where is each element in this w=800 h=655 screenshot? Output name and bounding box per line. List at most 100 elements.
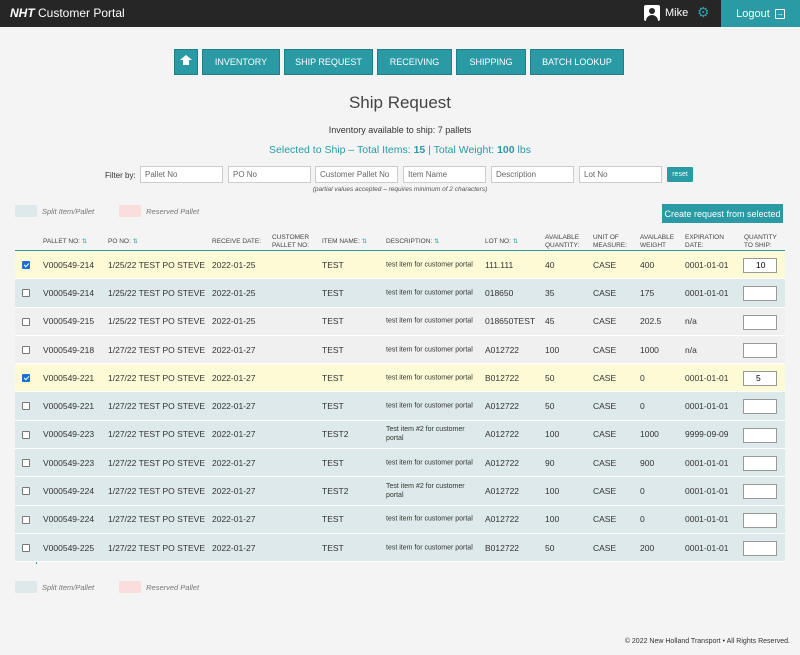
cell-weight: 0 xyxy=(640,372,645,383)
cell-lot: A012722 xyxy=(485,486,520,497)
qty-to-ship-input[interactable] xyxy=(743,484,777,500)
reserved-swatch xyxy=(119,205,142,217)
cell-weight: 0 xyxy=(640,486,645,497)
col-weight-l2: WEIGHT xyxy=(640,242,666,249)
weight-label: | Total Weight: xyxy=(425,144,498,156)
reserved-swatch xyxy=(119,581,142,593)
cell-avail: 35 xyxy=(545,287,555,298)
logout-button[interactable]: Logout → xyxy=(721,0,800,27)
nav-batch-lookup[interactable]: BATCH LOOKUP xyxy=(530,49,624,75)
row-checkbox[interactable] xyxy=(22,317,30,326)
cell-unit: CASE xyxy=(593,287,617,298)
cell-receive: 2022-01-27 xyxy=(212,429,256,440)
qty-to-ship-input[interactable] xyxy=(743,540,777,556)
cell-lot: A012722 xyxy=(485,514,520,525)
qty-to-ship-input[interactable]: 5 xyxy=(743,371,777,387)
row-checkbox[interactable] xyxy=(22,543,30,552)
filter-description[interactable] xyxy=(491,166,574,183)
cell-avail: 100 xyxy=(545,429,560,440)
qty-to-ship-input[interactable] xyxy=(743,314,777,330)
qty-to-ship-input[interactable] xyxy=(743,427,777,443)
cell-item: TEST2 xyxy=(322,486,349,497)
reset-button[interactable]: reset xyxy=(667,167,693,182)
col-weight: AVAILABLE WEIGHT xyxy=(640,234,674,250)
filter-customer-pallet-no[interactable] xyxy=(315,166,398,183)
cell-item: TEST xyxy=(322,401,344,412)
cell-lot: A012722 xyxy=(485,344,520,355)
cell-desc: Test item #2 for customer portal xyxy=(386,483,465,500)
row-checkbox[interactable] xyxy=(22,459,30,468)
filter-pallet-no[interactable] xyxy=(140,166,223,183)
legend-top: Split Item/Pallet Reserved Pallet xyxy=(15,205,199,217)
cell-po: 1/27/22 TEST PO STEVE xyxy=(108,429,206,440)
nav-shipping[interactable]: SHIPPING xyxy=(456,49,526,75)
cell-po: 1/27/22 TEST PO STEVE xyxy=(108,486,206,497)
cell-item: TEST xyxy=(322,316,344,327)
cell-receive: 2022-01-25 xyxy=(212,287,256,298)
col-avail-l1: AVAILABLE xyxy=(545,234,580,241)
nav-receiving[interactable]: RECEIVING xyxy=(377,49,452,75)
row-checkbox[interactable] xyxy=(22,487,30,496)
filter-item-name[interactable] xyxy=(403,166,486,183)
main-nav: INVENTORY SHIP REQUEST RECEIVING SHIPPIN… xyxy=(174,49,624,75)
nav-inventory[interactable]: INVENTORY xyxy=(202,49,280,75)
qty-to-ship-input[interactable] xyxy=(743,456,777,472)
logout-label: Logout xyxy=(736,7,770,20)
qty-to-ship-input[interactable] xyxy=(743,342,777,358)
cell-weight: 200 xyxy=(640,542,655,553)
col-expiration: EXPIRATION DATE: xyxy=(685,234,724,250)
col-po-no[interactable]: PO NO: ⇅ xyxy=(108,238,138,246)
row-checkbox[interactable] xyxy=(22,345,30,354)
col-description[interactable]: DESCRIPTION: ⇅ xyxy=(386,238,439,246)
qty-to-ship-input[interactable] xyxy=(743,399,777,415)
cell-po: 1/27/22 TEST PO STEVE xyxy=(108,344,206,355)
col-item-name[interactable]: ITEM NAME: ⇅ xyxy=(322,238,367,246)
legend-reserved-label: Reserved Pallet xyxy=(146,582,200,592)
cell-unit: CASE xyxy=(593,344,617,355)
qty-to-ship-input[interactable]: 10 xyxy=(743,258,777,273)
cell-exp: 9999-09-09 xyxy=(685,429,729,440)
gear-icon[interactable]: ⚙ xyxy=(697,4,710,20)
nav-ship-request[interactable]: SHIP REQUEST xyxy=(284,49,373,75)
cell-exp: n/a xyxy=(685,344,697,355)
cell-exp: 0001-01-01 xyxy=(685,401,729,412)
cell-receive: 2022-01-25 xyxy=(212,316,256,327)
cell-unit: CASE xyxy=(593,401,617,412)
table-body: V000549-214 1/25/22 TEST PO STEVE 2022-01-… xyxy=(15,251,785,564)
col-available-qty: AVAILABLE QUANTITY: xyxy=(545,234,579,250)
cell-unit: CASE xyxy=(593,514,617,525)
total-weight: 100 xyxy=(497,144,515,156)
page-title: Ship Request xyxy=(348,93,452,112)
cell-item: TEST xyxy=(322,457,344,468)
row-checkbox[interactable] xyxy=(22,289,30,298)
col-pallet-no[interactable]: PALLET NO: ⇅ xyxy=(43,238,87,246)
brand-name: Customer Portal xyxy=(34,6,125,20)
col-lot-no[interactable]: LOT NO: ⇅ xyxy=(485,238,518,246)
create-request-button[interactable]: Create request from selected xyxy=(662,204,783,223)
table-row: V000549-221 1/27/22 TEST PO STEVE 2022-01-… xyxy=(15,392,785,421)
row-checkbox[interactable] xyxy=(22,430,30,439)
cell-lot: A012722 xyxy=(485,429,520,440)
cell-unit: CASE xyxy=(593,429,617,440)
user-name: Mike xyxy=(665,7,689,19)
qty-to-ship-input[interactable] xyxy=(743,286,777,302)
row-checkbox[interactable] xyxy=(22,261,30,269)
user-menu[interactable]: Mike xyxy=(644,5,688,21)
cell-avail: 50 xyxy=(545,542,555,553)
col-unit: UNIT OF MEASURE: xyxy=(593,234,627,250)
filter-label: Filter by: xyxy=(105,171,136,180)
cell-receive: 2022-01-27 xyxy=(212,542,256,553)
total-items: 15 xyxy=(413,144,426,156)
filter-po-no[interactable] xyxy=(228,166,311,183)
filter-lot-no[interactable] xyxy=(579,166,662,183)
qty-to-ship-input[interactable] xyxy=(743,512,777,528)
table-row: V000549-223 1/27/22 TEST PO STEVE 2022-01-… xyxy=(15,420,785,450)
row-checkbox[interactable] xyxy=(22,402,30,411)
home-button[interactable] xyxy=(174,49,198,75)
brand[interactable]: NHT Customer Portal xyxy=(10,6,125,20)
cell-desc: test item for customer portal xyxy=(386,289,473,297)
row-checkbox[interactable] xyxy=(22,515,30,524)
sort-icon: ⇅ xyxy=(361,239,367,245)
row-checkbox[interactable] xyxy=(22,374,30,383)
col-lot-label: LOT NO: xyxy=(485,238,511,245)
